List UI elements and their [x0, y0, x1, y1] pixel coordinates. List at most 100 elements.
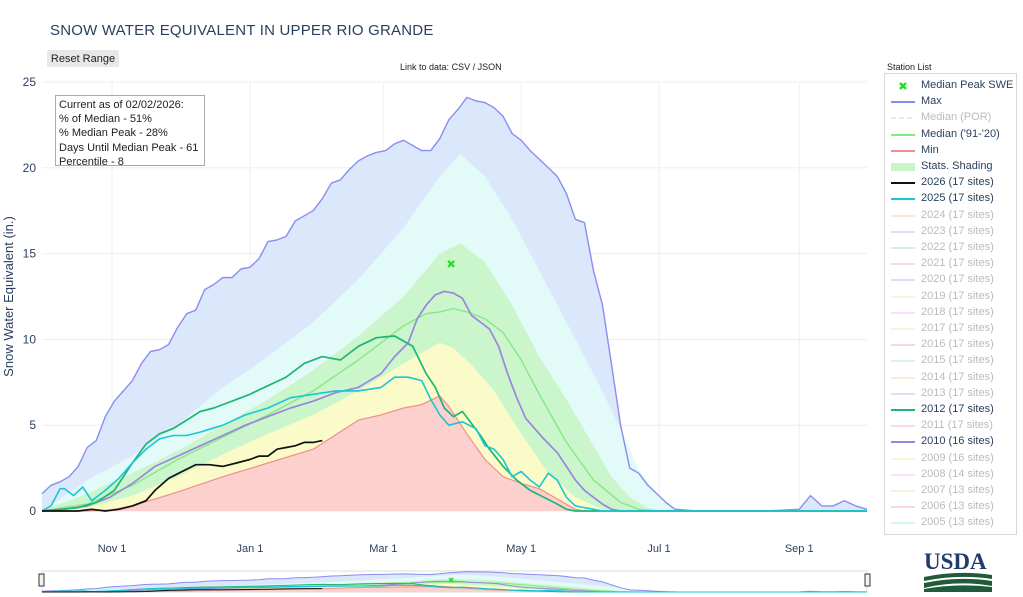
legend-label: 2026 (17 sites) — [921, 176, 994, 189]
legend-symbol — [891, 198, 915, 201]
legend-symbol — [891, 392, 915, 395]
series-2025-line — [41, 376, 867, 512]
legend-symbol — [891, 409, 915, 411]
legend-item[interactable]: 2026 (17 sites) — [885, 175, 1016, 191]
legend-symbol — [891, 101, 915, 104]
x-tick-label: Jul 1 — [647, 543, 670, 555]
legend-label: 2007 (13 sites) — [921, 484, 994, 496]
legend-label: 2023 (17 sites) — [921, 224, 994, 237]
legend-label: 2018 (17 sites) — [921, 305, 994, 318]
legend-item[interactable]: 2007 (13 sites) — [885, 483, 1016, 499]
y-tick-label: 10 — [23, 332, 37, 346]
x-tick-label: Nov 1 — [98, 543, 127, 555]
legend-item[interactable]: Median Peak SWE — [885, 78, 1016, 94]
min-shade-band — [42, 396, 867, 511]
range-series-line — [41, 580, 867, 593]
legend-item[interactable]: 2015 (17 sites) — [885, 353, 1016, 369]
legend-label: 2010 (16 sites) — [921, 435, 994, 448]
legend-symbol — [891, 457, 915, 460]
range-series-line — [42, 588, 323, 593]
legend-item[interactable]: 2021 (17 sites) — [885, 256, 1016, 272]
legend-label: 2006 (13 sites) — [921, 500, 994, 513]
legend-symbol — [899, 82, 907, 90]
legend-item[interactable]: 2011 (17 sites) — [885, 418, 1016, 434]
legend-item[interactable]: 2022 (17 sites) — [885, 240, 1016, 256]
current-stats-box: Current as of 02/02/2026: % of Median - … — [55, 95, 205, 168]
legend-item[interactable]: 2012 (17 sites) — [885, 402, 1016, 418]
stats-days-until-peak: Days Until Median Peak - 61 — [59, 141, 199, 154]
legend-symbol — [891, 473, 915, 476]
y-tick-label: 15 — [23, 247, 37, 261]
legend-item[interactable]: 2008 (14 sites) — [885, 467, 1016, 483]
legend-label: Median ('91-'20) — [921, 127, 1000, 140]
legend-label: 2025 (17 sites) — [921, 192, 994, 205]
legend-label: 2014 (17 sites) — [921, 370, 994, 383]
legend-item[interactable]: 2023 (17 sites) — [885, 224, 1016, 240]
legend-label: Max — [921, 95, 942, 108]
legend-item[interactable]: 2014 (17 sites) — [885, 370, 1016, 386]
legend-label: 2011 (17 sites) — [921, 419, 993, 432]
legend-symbol — [891, 311, 915, 314]
legend-symbol — [891, 441, 915, 444]
legend-item[interactable]: 2017 (17 sites) — [885, 321, 1016, 337]
legend-label: 2008 (14 sites) — [921, 467, 994, 480]
legend-item[interactable]: 2024 (17 sites) — [885, 208, 1016, 224]
legend-label: Median (POR) — [921, 111, 992, 124]
reset-range-button[interactable]: Reset Range — [47, 50, 119, 67]
legend-symbol — [891, 230, 915, 233]
legend-item[interactable]: Median (POR) — [885, 110, 1016, 126]
median-peak-marker — [447, 260, 455, 268]
legend-marker-icon — [899, 82, 907, 90]
legend-item[interactable]: Stats. Shading — [885, 159, 1016, 175]
json-link[interactable]: JSON — [477, 62, 502, 72]
y-tick-label: 25 — [23, 75, 37, 89]
range-handle-left — [38, 573, 45, 587]
legend-symbol — [891, 182, 915, 185]
y-tick-label: 0 — [29, 504, 36, 518]
legend-item[interactable]: 2019 (17 sites) — [885, 289, 1016, 305]
series-2012-line — [41, 335, 867, 512]
range-series-line — [41, 571, 868, 593]
legend-item[interactable]: 2010 (16 sites) — [885, 434, 1016, 450]
legend-symbol — [891, 214, 915, 217]
legend-item[interactable]: Median ('91-'20) — [885, 127, 1016, 143]
csv-link[interactable]: CSV — [451, 62, 471, 72]
legend-item[interactable]: 2009 (16 sites) — [885, 451, 1016, 467]
legend-symbol — [891, 263, 915, 265]
range-handle-right — [864, 573, 871, 587]
range-series-line — [41, 584, 867, 593]
x-tick-label: Jan 1 — [236, 543, 263, 555]
legend-label: Stats. Shading — [921, 160, 993, 172]
legend-item[interactable]: 2006 (13 sites) — [885, 499, 1016, 515]
station-list-label[interactable]: Station List — [887, 62, 932, 72]
legend-label: 2017 (17 sites) — [921, 322, 994, 334]
median-line — [41, 307, 867, 512]
legend-symbol — [891, 117, 915, 120]
legend-symbol — [891, 163, 915, 171]
range-median-peak-marker — [448, 577, 454, 583]
legend-item[interactable]: 2025 (17 sites) — [885, 191, 1016, 207]
legend-item[interactable]: 2018 (17 sites) — [885, 305, 1016, 321]
link-separator: / — [472, 62, 476, 72]
legend-symbol — [891, 149, 915, 152]
usda-logo-swoosh-1 — [924, 572, 992, 581]
range-slider[interactable] — [38, 570, 871, 593]
legend-item[interactable]: 2005 (13 sites) — [885, 515, 1016, 531]
y-axis-label: Snow Water Equivalent (in.) — [1, 216, 16, 377]
legend-item[interactable]: Min — [885, 143, 1016, 159]
legend-item[interactable]: Max — [885, 94, 1016, 110]
axis-layer: 0 5 10 15 20 25 Nov 1 Jan 1 Mar 1 May 1 Jul 1 Sep 1… — [1, 75, 814, 555]
legend-label: Median Peak SWE — [921, 79, 1014, 91]
legend-label: 2016 (17 sites) — [921, 338, 994, 351]
legend-item[interactable]: 2020 (17 sites) — [885, 272, 1016, 288]
legend-item[interactable]: 2013 (17 sites) — [885, 386, 1016, 402]
legend-label: Min — [921, 143, 939, 156]
legend-item[interactable]: 2016 (17 sites) — [885, 337, 1016, 353]
legend-symbol — [891, 506, 915, 508]
stats-pct-median-peak: % Median Peak - 28% — [59, 127, 168, 140]
series-2026-line — [42, 439, 323, 512]
stats-current-as-of: Current as of 02/02/2026: — [59, 99, 184, 111]
legend-label: 2021 (17 sites) — [921, 257, 994, 270]
stats-pct-median: % of Median - 51% — [59, 113, 152, 126]
